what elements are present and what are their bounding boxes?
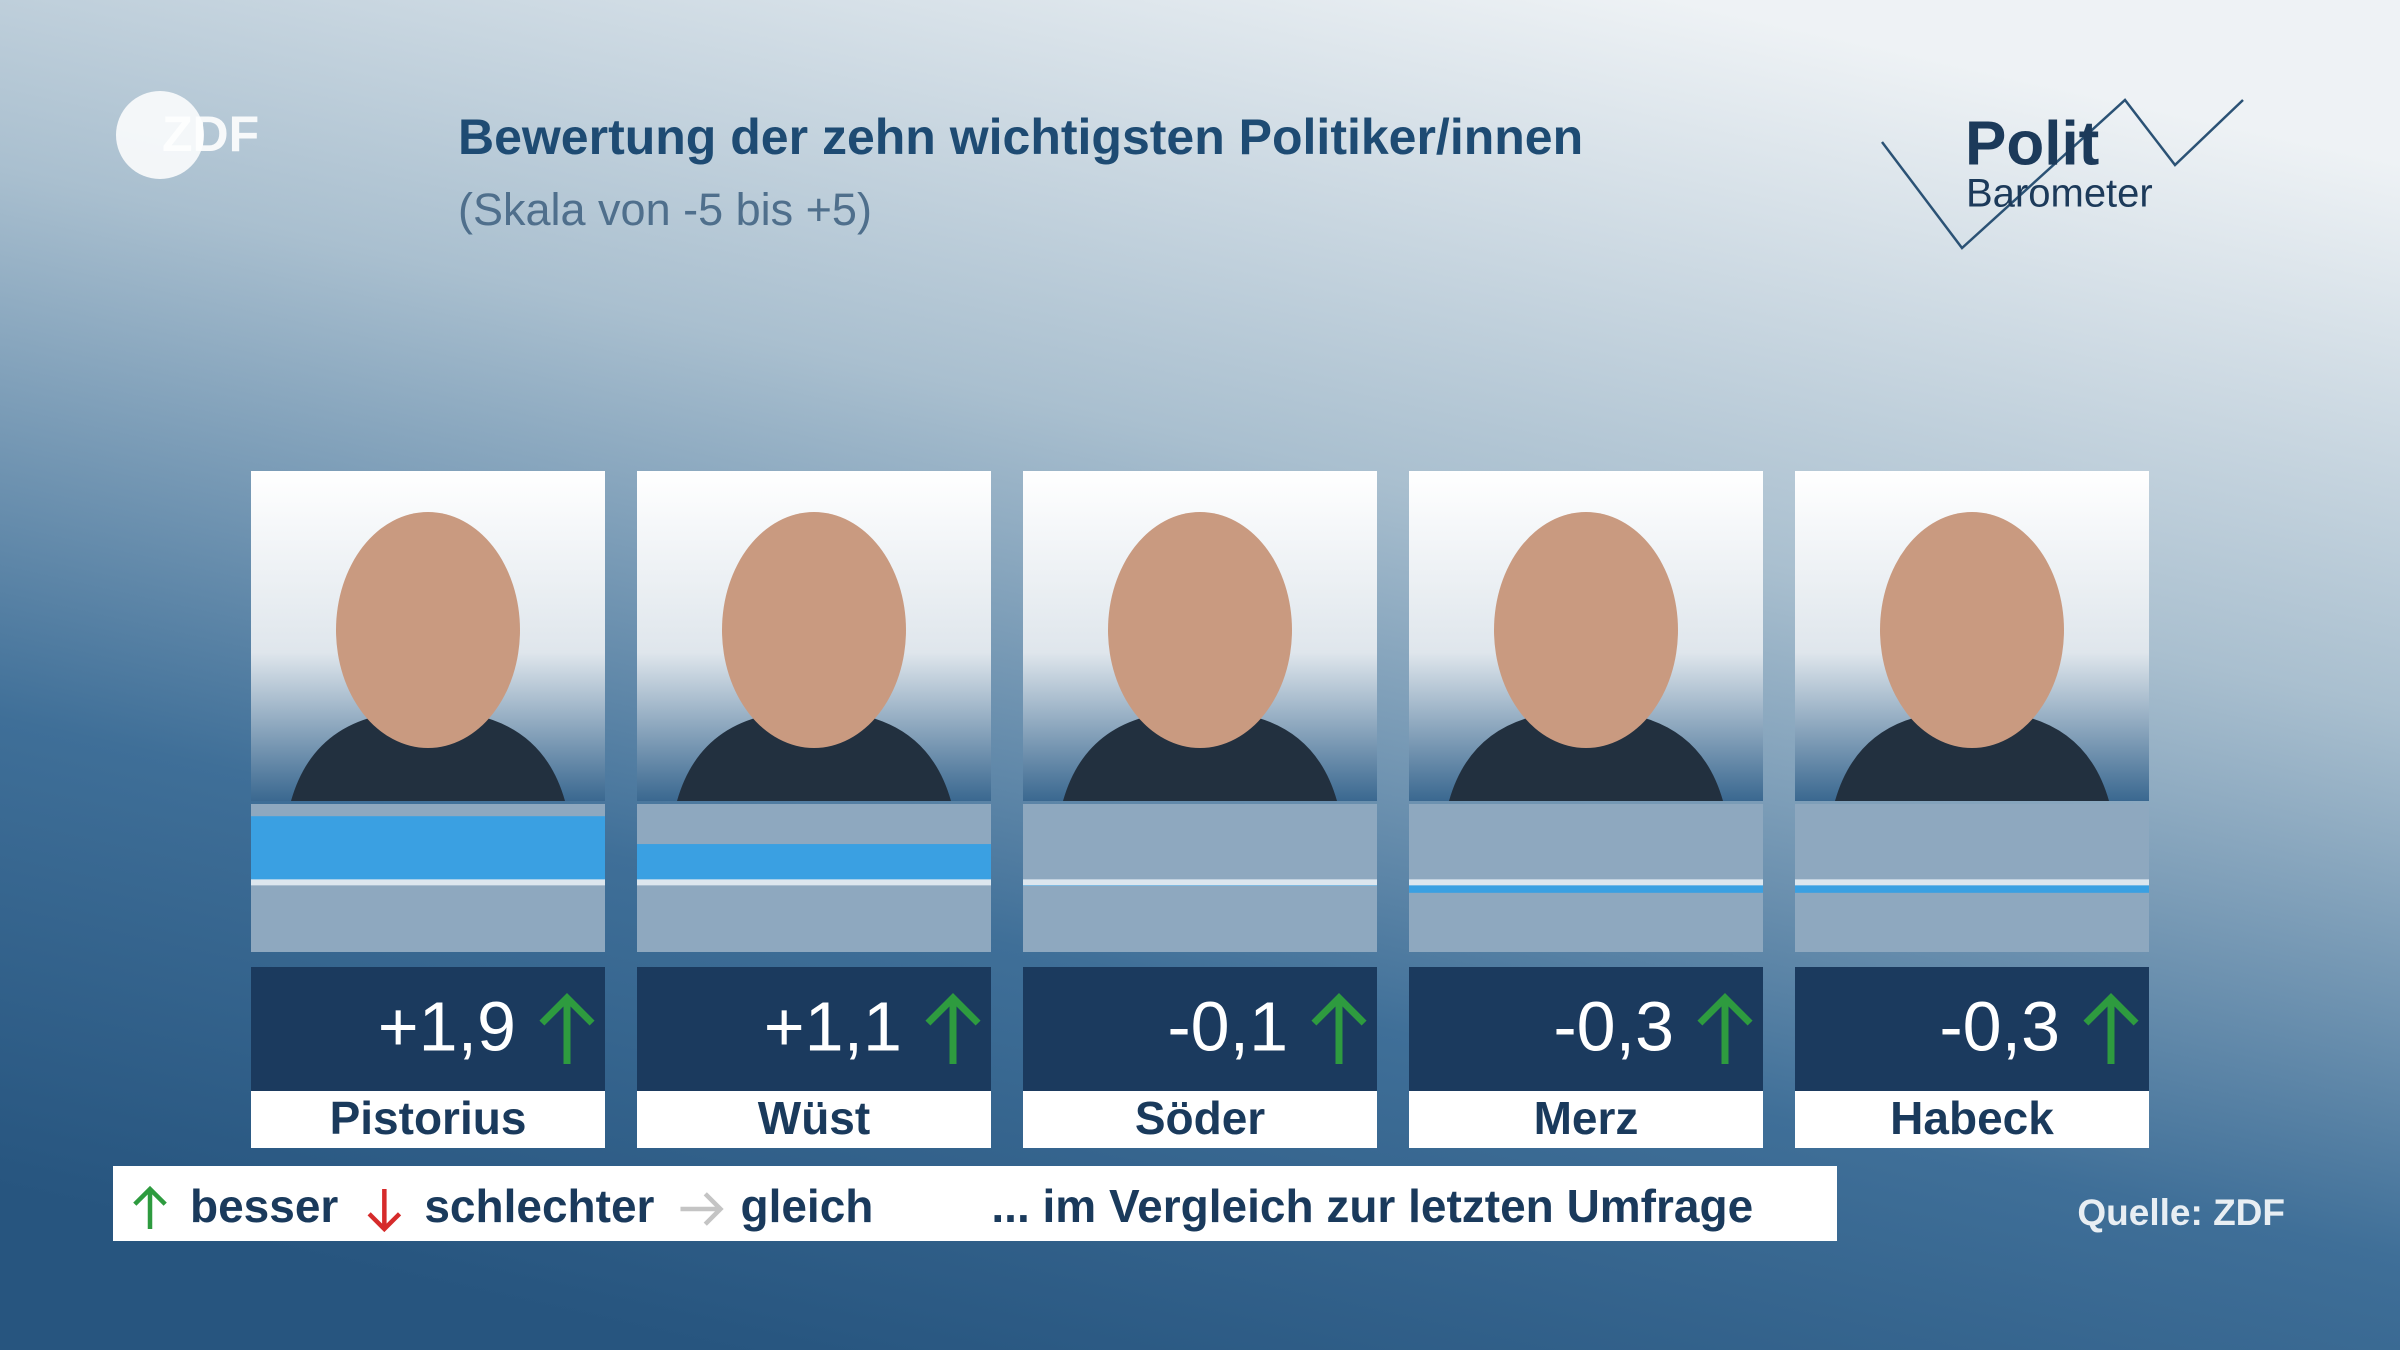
value-label: -0,3	[1939, 987, 2060, 1065]
category-label: Pistorius	[330, 1092, 527, 1144]
portrait-face	[336, 512, 520, 748]
zero-line	[637, 879, 991, 886]
zero-line	[251, 879, 605, 886]
value-box	[1409, 967, 1763, 1091]
portrait-face	[1108, 512, 1292, 748]
portrait-body	[677, 715, 951, 801]
category-label: Habeck	[1890, 1092, 2054, 1144]
chart-title: Bewertung der zehn wichtigsten Politiker…	[458, 109, 1583, 165]
bar-panel	[1409, 804, 1763, 952]
legend-label: gleich	[740, 1180, 873, 1232]
trend-arrow	[2083, 993, 2139, 1064]
zdf-logo: ZDF	[116, 91, 259, 179]
value-box	[1023, 967, 1377, 1091]
trend-arrow	[1311, 993, 1367, 1064]
arrow-shape	[539, 993, 595, 1064]
name-box	[1023, 1091, 1377, 1148]
bar	[251, 816, 605, 883]
portrait-body	[291, 715, 565, 801]
name-box	[251, 1091, 605, 1148]
bar-panel	[1795, 804, 2149, 952]
bar-panel	[1023, 804, 1377, 952]
logo-circle	[116, 91, 204, 179]
category-label: Merz	[1534, 1092, 1639, 1144]
brand-bottom: Barometer	[1966, 172, 2153, 216]
category-label: Wüst	[758, 1092, 870, 1144]
arrow-shape	[925, 993, 981, 1064]
portrait-body	[1449, 715, 1723, 801]
arrow-shape	[1697, 993, 1753, 1064]
source: Quelle: ZDF	[2077, 1192, 2285, 1233]
chart-subtitle: (Skala von -5 bis +5)	[458, 184, 872, 235]
brand-top: Polit	[1965, 109, 2099, 178]
value-label: -0,3	[1553, 987, 1674, 1065]
portrait-body	[1063, 715, 1337, 801]
legend-note: ... im Vergleich zur letzten Umfrage	[991, 1180, 1753, 1232]
value-box	[251, 967, 605, 1091]
value-box	[637, 967, 991, 1091]
trend-arrow	[133, 1185, 167, 1229]
category-label: Söder	[1135, 1092, 1265, 1144]
bar	[1795, 882, 2149, 893]
value-box	[1795, 967, 2149, 1091]
zero-line	[1023, 879, 1377, 886]
arrow-shape	[133, 1185, 167, 1229]
portrait-body	[1835, 715, 2109, 801]
zero-line	[1409, 879, 1763, 886]
legend-label: besser	[190, 1180, 338, 1232]
legend-label: schlechter	[424, 1180, 654, 1232]
name-box	[1409, 1091, 1763, 1148]
portrait-face	[722, 512, 906, 748]
arrow-shape	[1311, 993, 1367, 1064]
legend-box	[113, 1166, 1837, 1241]
arrow-shape	[2083, 993, 2139, 1064]
trend-arrow	[925, 993, 981, 1064]
arrow-shape	[367, 1189, 402, 1233]
bar	[637, 844, 991, 883]
logo-text: ZDF	[162, 106, 259, 162]
name-box	[637, 1091, 991, 1148]
brand-logo: Polit Barometer	[1881, 98, 2244, 250]
value-label: +1,9	[378, 987, 516, 1065]
value-label: -0,1	[1167, 987, 1288, 1065]
portrait-face	[1494, 512, 1678, 748]
brand-line	[1881, 98, 2244, 250]
zero-line	[1795, 879, 2149, 886]
bar	[1409, 882, 1763, 893]
trend-arrow	[1697, 993, 1753, 1064]
value-label: +1,1	[764, 987, 902, 1065]
portrait-face	[1880, 512, 2064, 748]
trend-arrow	[539, 993, 595, 1064]
trend-arrow	[680, 1192, 724, 1226]
trend-arrow	[367, 1189, 402, 1233]
name-box	[1795, 1091, 2149, 1148]
arrow-shape	[680, 1192, 724, 1226]
